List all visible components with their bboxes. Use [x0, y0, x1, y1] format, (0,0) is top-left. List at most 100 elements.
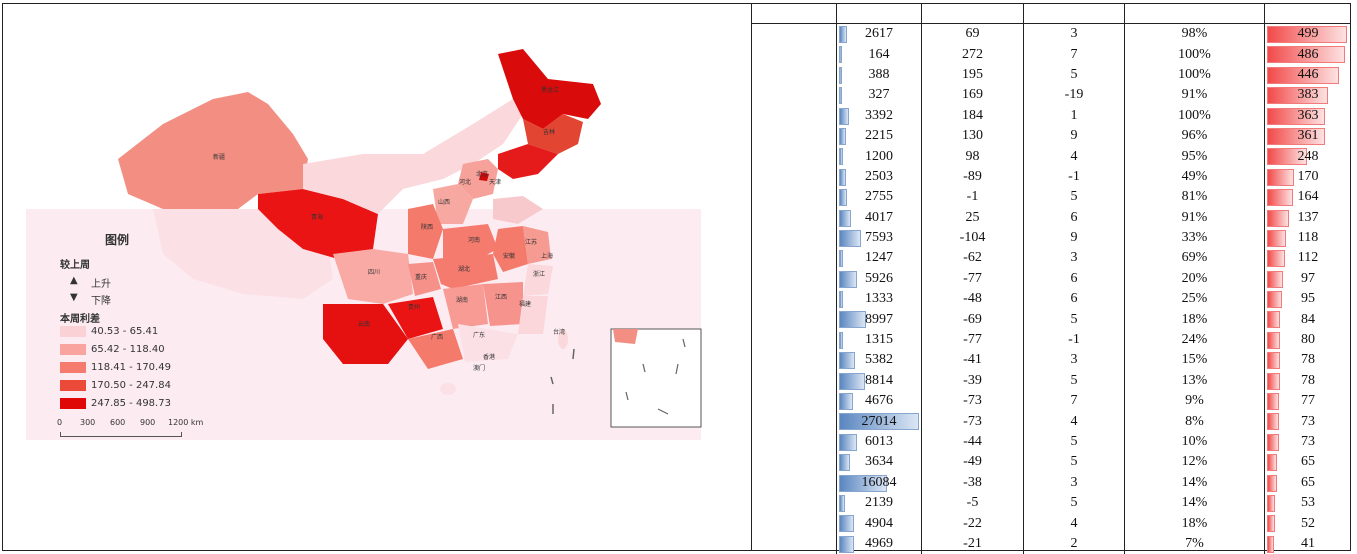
table-cell: 195: [921, 64, 1024, 86]
cell-value: -104: [959, 230, 986, 246]
province-xizang[interactable]: [153, 209, 333, 299]
table-cell: 7593: [836, 227, 922, 249]
table-row: 27014 -73 4 8% 73: [752, 411, 1351, 432]
province-xinjiang[interactable]: [118, 92, 308, 209]
red-data-bar: [1267, 454, 1278, 472]
table-row: 4676 -73 7 9% 77: [752, 391, 1352, 412]
label-hebei: 河北: [459, 178, 471, 186]
header-cell: [1264, 3, 1351, 24]
label-shanghai: 上海: [541, 252, 553, 260]
cell-value: 118: [1297, 230, 1319, 246]
province-sichuan[interactable]: [333, 249, 413, 304]
province-shaanxi[interactable]: [408, 204, 443, 259]
cell-value: 69%: [1181, 250, 1208, 266]
province-zhejiang[interactable]: [523, 264, 553, 296]
cell-value: 3634: [865, 454, 893, 470]
cell-value: 25: [965, 209, 980, 225]
table-cell: 4: [1023, 513, 1125, 534]
province-hainan[interactable]: [440, 383, 456, 395]
province-hunan[interactable]: [443, 284, 488, 329]
province-jiangsu[interactable]: [523, 226, 551, 264]
cell-value: 4969: [865, 535, 893, 551]
report-frame: [2, 3, 1351, 551]
blue-data-bar: [839, 413, 919, 431]
province-jilin[interactable]: [523, 114, 583, 154]
table-row: 3634 -49 5 12% 65: [752, 452, 1351, 473]
province-guizhou[interactable]: [388, 297, 443, 339]
province-fujian[interactable]: [518, 296, 548, 334]
table-cell: 18%: [1124, 513, 1265, 534]
header-cell: [752, 3, 837, 24]
table-cell: 272: [921, 44, 1024, 65]
province-hubei[interactable]: [433, 254, 498, 289]
province-qinghai[interactable]: [258, 189, 378, 259]
table-cell: 49%: [1124, 166, 1265, 188]
cell-value: 5382: [865, 352, 893, 368]
cell-value: 6: [1070, 270, 1078, 286]
province-guangxi[interactable]: [408, 329, 463, 369]
table-cell: 77: [1265, 391, 1352, 411]
table-cell: [752, 411, 837, 432]
table-cell: 95: [1265, 289, 1352, 309]
red-data-bar: [1267, 66, 1339, 84]
table-cell: 184: [921, 105, 1024, 126]
table-cell: 5: [1023, 370, 1125, 392]
table-cell: [752, 207, 837, 228]
label-shaanxi: 陕西: [421, 223, 433, 231]
blue-data-bar: [839, 454, 850, 472]
province-beijing[interactable]: [479, 172, 489, 181]
province-taiwan[interactable]: [558, 329, 568, 349]
province-anhui[interactable]: [493, 226, 528, 272]
province-henan[interactable]: [443, 224, 498, 264]
province-yunnan[interactable]: [323, 304, 408, 364]
red-data-bar: [1267, 433, 1279, 451]
table-cell: 3634: [836, 452, 922, 473]
province-guangdong[interactable]: [458, 324, 518, 362]
table-cell: 96%: [1124, 125, 1265, 147]
legend-up-label: 上升: [91, 279, 111, 290]
table-cell: 78: [1265, 350, 1352, 370]
table-cell: 10%: [1124, 431, 1265, 453]
province-heilongjiang[interactable]: [498, 49, 601, 129]
table-cell: 1247: [836, 248, 922, 269]
cell-value: 3392: [865, 107, 893, 123]
cell-value: 5: [1070, 311, 1078, 327]
table-cell: [752, 391, 837, 412]
table-row: 8997 -69 5 18% 84: [752, 309, 1351, 330]
red-data-bar: [1267, 26, 1347, 43]
label-jiangsu: 江苏: [525, 238, 537, 246]
table-cell: 25: [921, 207, 1024, 228]
blue-data-bar: [839, 270, 857, 288]
table-row: 4904 -22 4 18% 52: [752, 513, 1351, 534]
province-chongqing[interactable]: [408, 262, 441, 296]
table-cell: 16084: [836, 472, 922, 493]
province-jiangxi[interactable]: [483, 282, 523, 326]
table-cell: 383: [1265, 85, 1352, 105]
table-cell: 65: [1265, 473, 1352, 493]
cell-value: 327: [868, 87, 890, 103]
province-shandong[interactable]: [493, 196, 543, 224]
table-cell: -69: [921, 309, 1024, 330]
cell-value: 98%: [1181, 26, 1208, 42]
province-hebei[interactable]: [458, 159, 498, 199]
table-cell: [752, 370, 837, 392]
red-data-bar: [1267, 229, 1286, 247]
cell-value: 4904: [865, 515, 893, 531]
table-cell: 4676: [836, 391, 922, 412]
province-neimenggu[interactable]: [303, 99, 523, 214]
cell-value: 52: [1301, 515, 1315, 531]
cell-value: 4: [1070, 148, 1078, 164]
red-data-bar: [1267, 270, 1283, 288]
cell-value: 33%: [1181, 230, 1208, 246]
table-cell: 98%: [1124, 23, 1265, 45]
table-row: 327 169 -19 91% 383: [752, 85, 1352, 106]
province-liaoning[interactable]: [498, 144, 558, 179]
table-cell: 118: [1265, 228, 1352, 248]
table-cell: 2: [1023, 533, 1125, 554]
cell-value: 80: [1301, 332, 1315, 348]
table-cell: 98: [921, 146, 1024, 167]
cell-value: -69: [963, 311, 982, 327]
cell-value: 164: [868, 46, 890, 62]
province-shanxi[interactable]: [433, 184, 473, 224]
legend-swatch-5: [60, 398, 86, 409]
